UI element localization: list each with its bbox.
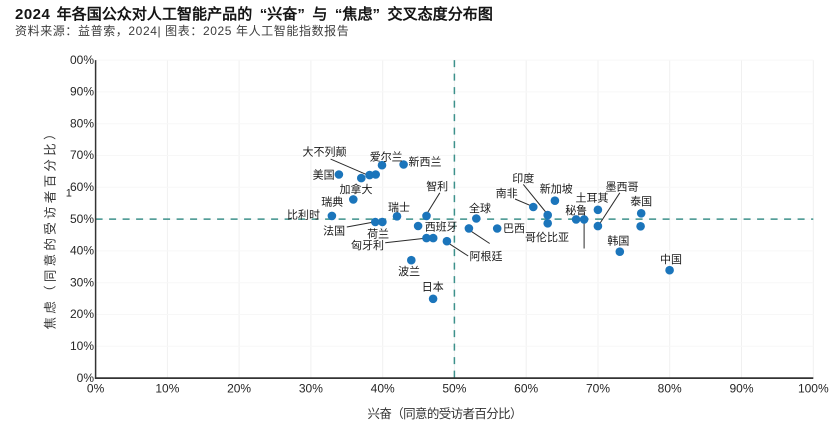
svg-text:60%: 60% bbox=[514, 381, 538, 395]
svg-text:美国: 美国 bbox=[313, 169, 335, 182]
svg-text:兴奋（同意的受访者百分比）: 兴奋（同意的受访者百分比） bbox=[368, 406, 523, 421]
svg-text:法国: 法国 bbox=[323, 223, 345, 237]
svg-text:90%: 90% bbox=[70, 85, 94, 99]
svg-text:瑞士: 瑞士 bbox=[388, 200, 410, 214]
svg-text:阿根廷: 阿根廷 bbox=[470, 249, 503, 263]
svg-text:20%: 20% bbox=[70, 307, 94, 321]
svg-text:土耳其: 土耳其 bbox=[576, 192, 609, 205]
svg-text:新加坡: 新加坡 bbox=[540, 182, 573, 196]
svg-text:中国: 中国 bbox=[660, 253, 682, 266]
svg-text:50%: 50% bbox=[70, 212, 94, 226]
svg-text:50%: 50% bbox=[442, 381, 466, 395]
svg-text:新西兰: 新西兰 bbox=[409, 155, 442, 169]
svg-text:日本: 日本 bbox=[422, 280, 444, 294]
svg-text:70%: 70% bbox=[586, 381, 610, 395]
svg-text:爱尔兰: 爱尔兰 bbox=[370, 150, 403, 163]
svg-text:泰国: 泰国 bbox=[630, 194, 652, 208]
svg-text:全球: 全球 bbox=[469, 201, 491, 215]
svg-text:智利: 智利 bbox=[426, 179, 448, 193]
svg-text:哥伦比亚: 哥伦比亚 bbox=[525, 230, 569, 244]
svg-text:80%: 80% bbox=[658, 381, 682, 395]
svg-text:70%: 70% bbox=[70, 148, 94, 162]
svg-text:30%: 30% bbox=[299, 381, 323, 395]
svg-text:10%: 10% bbox=[155, 381, 179, 395]
svg-text:秘鲁: 秘鲁 bbox=[565, 203, 587, 217]
svg-text:匈牙利: 匈牙利 bbox=[351, 238, 384, 252]
svg-text:20%: 20% bbox=[227, 381, 251, 395]
svg-text:大不列颠: 大不列颠 bbox=[303, 144, 347, 158]
svg-text:100%: 100% bbox=[798, 381, 829, 395]
svg-text:巴西: 巴西 bbox=[503, 223, 525, 235]
svg-text:60%: 60% bbox=[70, 180, 94, 194]
svg-text:40%: 40% bbox=[70, 244, 94, 258]
svg-text:荷兰: 荷兰 bbox=[367, 227, 389, 240]
svg-text:加拿大: 加拿大 bbox=[340, 182, 373, 196]
svg-text:比利时: 比利时 bbox=[287, 208, 320, 221]
svg-text:30%: 30% bbox=[70, 275, 94, 289]
svg-text:0%: 0% bbox=[77, 371, 95, 385]
svg-text:韩国: 韩国 bbox=[607, 234, 629, 248]
svg-text:印度: 印度 bbox=[512, 171, 534, 185]
svg-text:1: 1 bbox=[66, 187, 72, 199]
svg-text:焦虑（同意的受访者百分比）: 焦虑（同意的受访者百分比） bbox=[43, 128, 58, 330]
svg-text:40%: 40% bbox=[371, 381, 395, 395]
svg-text:90%: 90% bbox=[729, 381, 753, 395]
svg-text:西班牙: 西班牙 bbox=[425, 220, 458, 233]
svg-text:0%: 0% bbox=[87, 381, 105, 395]
svg-text:瑞典: 瑞典 bbox=[321, 195, 343, 209]
svg-text:墨西哥: 墨西哥 bbox=[606, 181, 639, 194]
svg-text:10%: 10% bbox=[70, 339, 94, 353]
svg-text:波兰: 波兰 bbox=[398, 265, 420, 278]
svg-text:80%: 80% bbox=[70, 116, 94, 130]
svg-text:南非: 南非 bbox=[496, 187, 518, 200]
svg-text:00%: 00% bbox=[70, 53, 94, 67]
